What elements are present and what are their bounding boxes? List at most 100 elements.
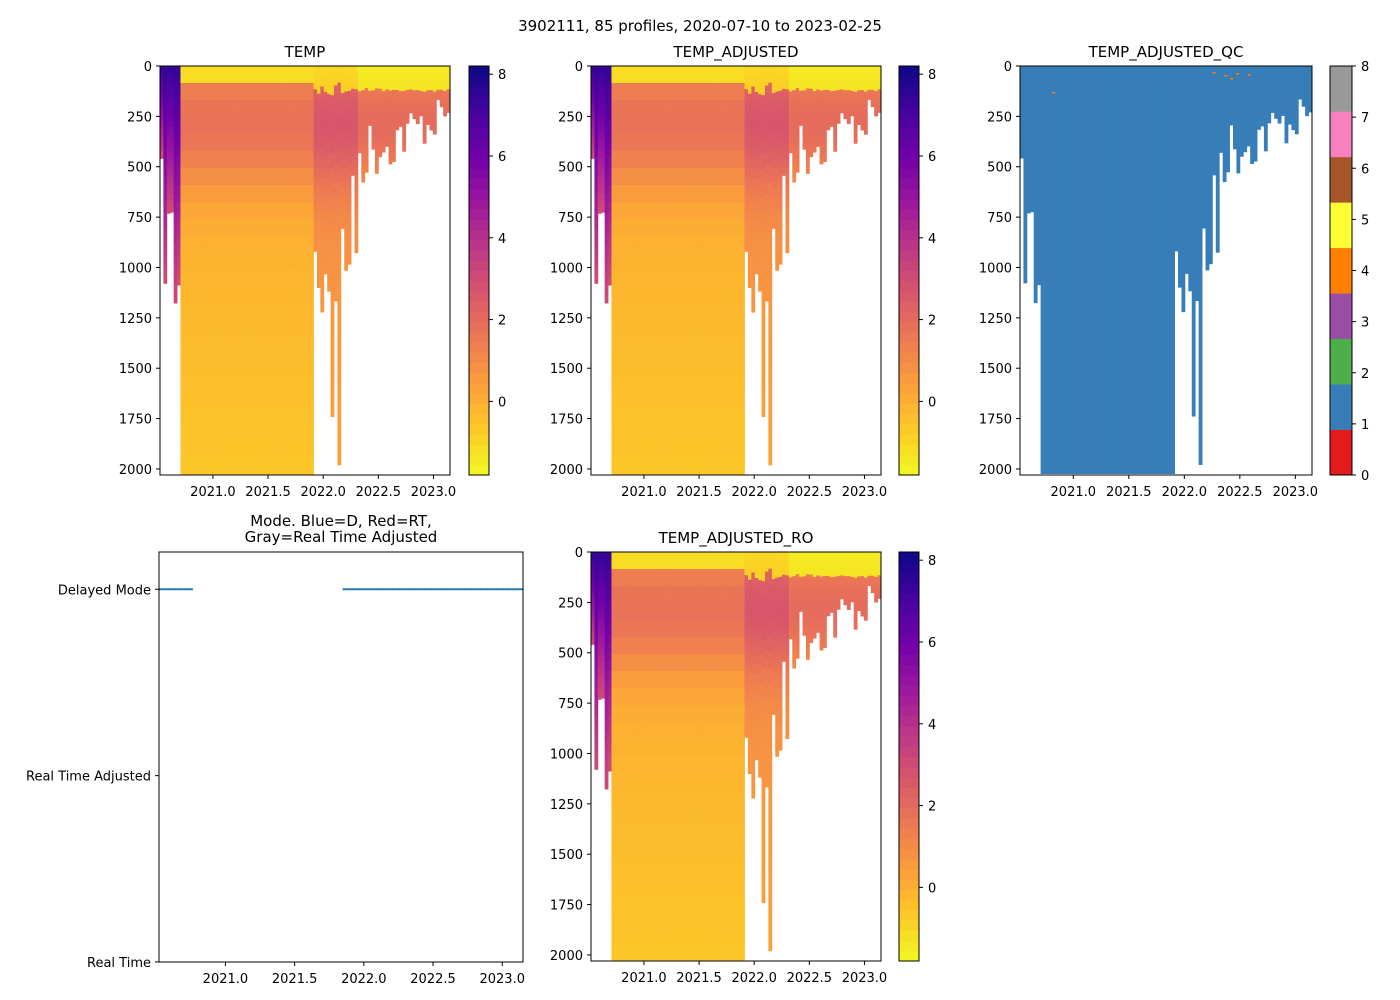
heatmap-cell bbox=[744, 112, 749, 121]
heatmap-cell bbox=[180, 405, 185, 424]
heatmap-cell bbox=[628, 270, 633, 288]
heatmap-cell bbox=[683, 439, 687, 458]
heatmap-cell bbox=[170, 181, 175, 189]
heatmap-cell bbox=[614, 270, 619, 288]
heatmap-cell bbox=[357, 134, 362, 139]
heatmap-cell bbox=[439, 81, 444, 84]
heatmap-cell bbox=[696, 388, 701, 407]
heatmap-cell bbox=[782, 111, 786, 117]
colorbar-segment bbox=[469, 198, 489, 210]
heatmap-cell bbox=[683, 219, 687, 237]
heatmap-cell bbox=[833, 94, 838, 99]
heatmap-cell bbox=[255, 405, 260, 424]
heatmap-cell bbox=[707, 270, 711, 288]
heatmap-cell bbox=[591, 605, 595, 611]
heatmap-cell bbox=[631, 603, 636, 621]
heatmap-cell bbox=[177, 129, 181, 140]
heatmap-cell bbox=[751, 301, 756, 313]
heatmap-cell bbox=[649, 371, 653, 390]
heatmap-cell bbox=[160, 143, 164, 148]
heatmap-cell bbox=[805, 119, 810, 125]
heatmap-cell bbox=[724, 439, 728, 458]
heatmap-cell bbox=[258, 388, 263, 407]
colorbar-segment bbox=[469, 106, 489, 118]
heatmap-cell bbox=[666, 134, 670, 152]
heatmap-cell bbox=[347, 247, 352, 257]
heatmap-cell bbox=[809, 141, 814, 146]
colorbar-segment bbox=[469, 270, 489, 282]
heatmap-cell bbox=[604, 154, 609, 166]
heatmap-cell bbox=[805, 133, 810, 139]
heatmap-cell bbox=[795, 141, 800, 147]
heatmap-cell bbox=[183, 304, 188, 322]
heatmap-cell bbox=[296, 388, 301, 407]
mode-point bbox=[353, 588, 356, 591]
heatmap-cell bbox=[412, 66, 417, 69]
heatmap-cell bbox=[426, 100, 430, 103]
heatmap-cell bbox=[758, 188, 762, 198]
heatmap-cell bbox=[604, 125, 609, 136]
heatmap-cell bbox=[826, 103, 831, 107]
mode-point bbox=[187, 588, 190, 591]
heatmap-cell bbox=[180, 388, 185, 407]
heatmap-cell bbox=[255, 236, 260, 254]
heatmap-cell bbox=[221, 236, 226, 254]
heatmap-cell bbox=[385, 126, 389, 131]
heatmap-cell bbox=[754, 195, 759, 205]
heatmap-cell bbox=[368, 110, 372, 114]
heatmap-cell bbox=[316, 241, 321, 252]
heatmap-cell bbox=[601, 133, 606, 140]
heatmap-cell bbox=[683, 236, 687, 254]
heatmap-cell bbox=[443, 99, 447, 102]
heatmap-cell bbox=[323, 91, 328, 102]
heatmap-cell bbox=[388, 147, 393, 153]
heatmap-cell bbox=[843, 103, 848, 106]
heatmap-cell bbox=[183, 236, 188, 254]
heatmap-cell bbox=[443, 111, 447, 115]
heatmap-cell bbox=[621, 185, 626, 203]
heatmap-cell bbox=[160, 131, 164, 136]
heatmap-cell bbox=[214, 304, 219, 322]
heatmap-cell bbox=[747, 232, 752, 242]
heatmap-cell bbox=[601, 169, 606, 177]
heatmap-cell bbox=[231, 168, 236, 186]
heatmap-cell bbox=[207, 405, 212, 424]
heatmap-cell bbox=[823, 77, 827, 83]
heatmap-cell bbox=[683, 371, 687, 390]
heatmap-cell bbox=[686, 371, 691, 390]
heatmap-cell bbox=[754, 239, 759, 249]
heatmap-cell bbox=[826, 73, 831, 78]
heatmap-cell bbox=[836, 94, 841, 98]
heatmap-cell bbox=[823, 153, 827, 159]
heatmap-cell bbox=[805, 159, 810, 165]
heatmap-cell bbox=[241, 422, 246, 441]
heatmap-cell bbox=[160, 135, 164, 140]
heatmap-cell bbox=[293, 456, 297, 475]
heatmap-cell bbox=[751, 178, 756, 190]
heatmap-cell bbox=[860, 116, 865, 120]
heatmap-cell bbox=[255, 338, 260, 356]
heatmap-cell bbox=[214, 100, 219, 118]
heatmap-cell bbox=[207, 151, 212, 169]
heatmap-cell bbox=[853, 130, 858, 135]
heatmap-cell bbox=[785, 66, 790, 75]
colorbar-segment bbox=[469, 393, 489, 404]
heatmap-cell bbox=[446, 89, 451, 92]
heatmap-cell bbox=[724, 321, 728, 339]
heatmap-cell bbox=[840, 103, 844, 106]
heatmap-cell bbox=[409, 69, 413, 73]
heatmap-cell bbox=[775, 244, 780, 254]
heatmap-cell bbox=[310, 321, 314, 339]
heatmap-cell bbox=[374, 101, 379, 107]
heatmap-cell bbox=[788, 80, 793, 85]
heatmap-cell bbox=[316, 102, 321, 113]
heatmap-cell bbox=[211, 371, 215, 390]
heatmap-cell bbox=[693, 439, 698, 458]
heatmap-cell bbox=[662, 354, 667, 373]
heatmap-cell bbox=[788, 91, 793, 96]
heatmap-cell bbox=[649, 422, 653, 441]
heatmap-cell bbox=[635, 134, 640, 152]
heatmap-cell bbox=[272, 168, 277, 186]
heatmap-cell bbox=[843, 85, 848, 89]
heatmap-cell bbox=[306, 202, 311, 220]
